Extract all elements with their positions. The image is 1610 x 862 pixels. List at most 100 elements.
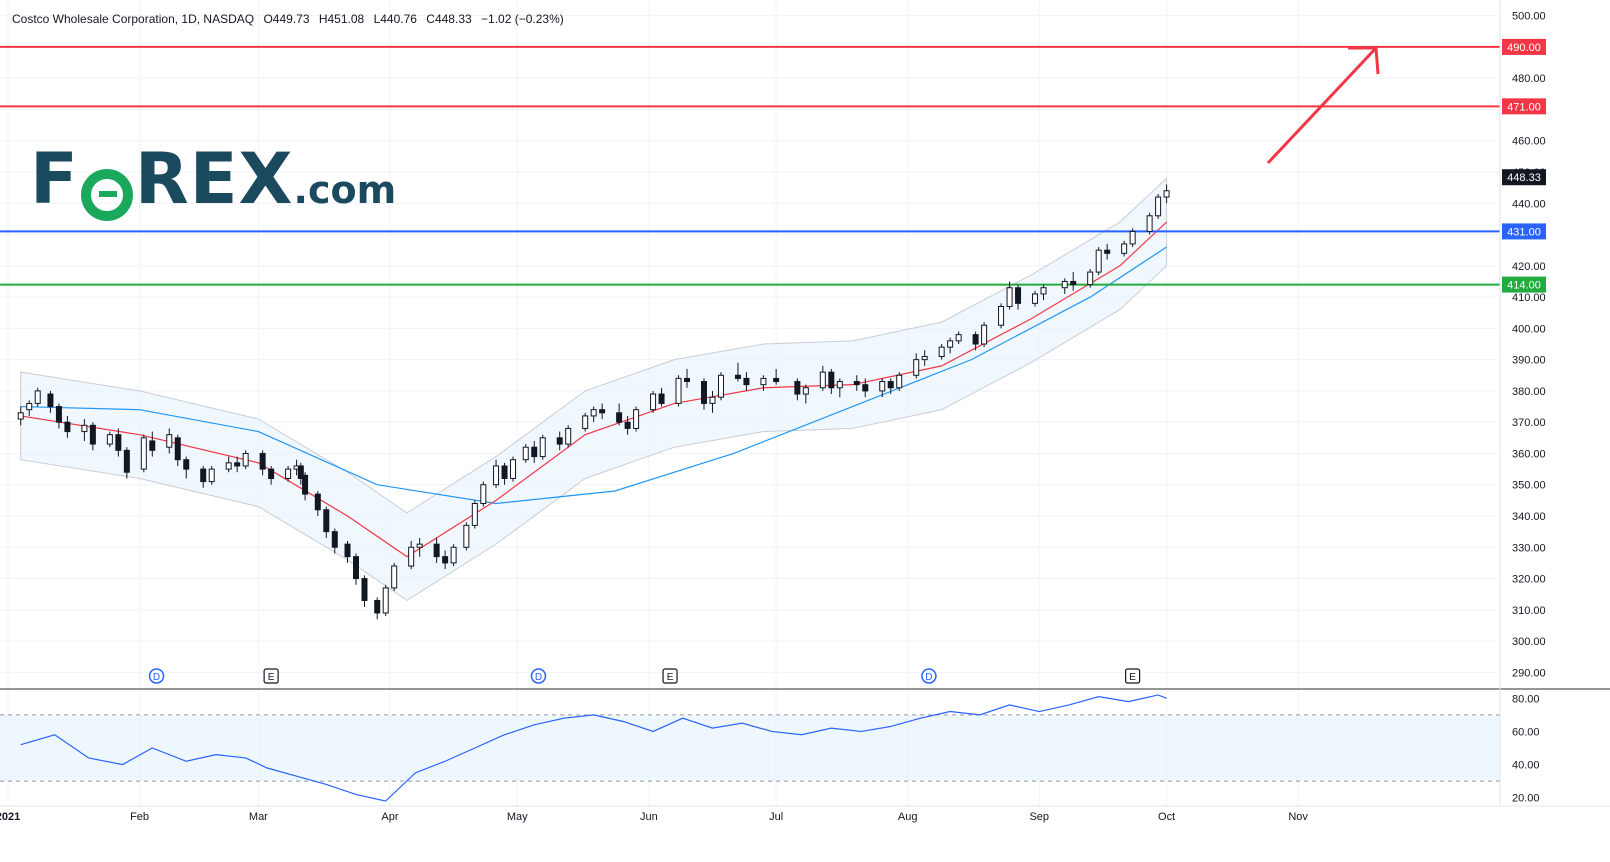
candle-body [972,334,979,345]
candle-body [773,377,780,383]
candle-body [242,452,249,467]
time-tick-label: May [507,811,528,823]
last-price-bg [1502,169,1546,186]
level-label-bg [1502,98,1546,115]
price-tick-label: 350.00 [1512,480,1546,492]
candle-body [1015,287,1022,304]
candle-body [259,452,266,470]
dividend-marker [530,668,547,684]
candle-body [297,465,304,479]
level-label: 471.00 [1507,101,1541,113]
level-label: 414.00 [1507,280,1541,292]
candle-body [391,565,398,589]
symbol-name: Costco Wholesale Corporation, 1D, NASDAQ [12,12,255,26]
candle-body [1087,271,1094,286]
candle-body [684,377,691,383]
level-label-bg [1502,38,1546,55]
candle-body [1163,190,1170,198]
dividend-marker-label: D [153,672,160,683]
candle-body [981,324,988,345]
price-tick-label: 320.00 [1512,574,1546,586]
rsi-tick-label: 80.00 [1512,693,1540,705]
candle-body [149,440,156,451]
time-tick-label: Nov [1288,811,1308,823]
symbol-header: Costco Wholesale Corporation, 1D, NASDAQ… [12,12,570,26]
time-tick-label: Sep [1029,811,1049,823]
candle-body [47,393,54,408]
candle-body [89,424,96,445]
candle-body [879,381,886,392]
candle-body [701,381,707,404]
candle-body [463,524,470,548]
candle-body [913,359,920,376]
logo-o-icon [80,168,133,221]
candle-body [887,381,894,389]
time-tick-label: Apr [381,811,398,823]
candle-body [717,374,724,398]
candle-body [480,484,487,504]
time-tick-label: Oct [1158,811,1175,823]
price-tick-label: 500.00 [1512,11,1546,23]
candle-body [896,374,903,389]
candle-body [200,468,207,483]
candle-body [416,543,423,548]
level-label-bg [1502,223,1546,240]
candle-body [408,546,415,567]
candle-body [55,406,62,423]
price-tick-label: 410.00 [1512,292,1546,304]
ma50-line [20,246,1167,505]
candle-body [1155,196,1162,217]
candle-body [1104,249,1111,254]
dividend-marker [921,668,937,684]
candle-body [802,387,809,395]
candle-body [624,421,631,429]
candle-body [938,346,945,358]
candle-body [471,502,478,526]
price-tick-label: 460.00 [1512,136,1546,148]
ohlc-change: −1.02 (−0.23%) [481,12,564,26]
candle-body [64,421,71,433]
level-label: 431.00 [1507,226,1541,238]
projection-arrow-head [1348,46,1380,75]
candle-body [921,356,928,361]
price-tick-label: 290.00 [1512,667,1546,679]
price-tick-label: 330.00 [1512,542,1546,554]
price-tick-label: 420.00 [1512,261,1546,273]
candle-body [17,412,24,420]
candle-body [268,468,275,479]
candle-body [539,437,546,458]
candle-body [174,437,181,461]
time-tick-label: Jun [640,811,658,823]
candle-body [709,396,716,404]
candle-body [81,424,88,433]
price-tick-label: 300.00 [1512,636,1546,648]
price-tick-label: 340.00 [1512,511,1546,523]
rsi-tick-label: 20.00 [1512,793,1540,805]
candle-body [1032,293,1039,304]
logo-domain: .com [293,168,397,212]
projection-arrow [1266,46,1378,165]
candle-body [450,546,457,564]
ohlc-close: C448.33 [426,12,472,26]
candle-body [734,374,741,379]
candle-body [828,371,835,389]
rsi-tick-label: 40.00 [1512,760,1540,772]
candle-body [208,468,215,483]
candle-body [998,305,1005,326]
candle-body [433,543,440,558]
logo-text-pre: F [30,138,79,220]
candle-body [633,409,640,429]
ohlc-open: O449.73 [263,12,310,26]
candle-body [582,415,589,429]
candle-body [493,465,500,486]
candle-body [565,427,572,445]
candle-body [599,409,606,414]
candle-body [819,371,826,389]
candle-body [1129,230,1136,245]
candle-body [501,465,508,479]
candle-body [531,446,538,458]
candle-body [183,459,190,470]
dividend-marker [148,668,165,684]
candle-body [862,384,869,392]
price-tick-label: 390.00 [1512,355,1546,367]
